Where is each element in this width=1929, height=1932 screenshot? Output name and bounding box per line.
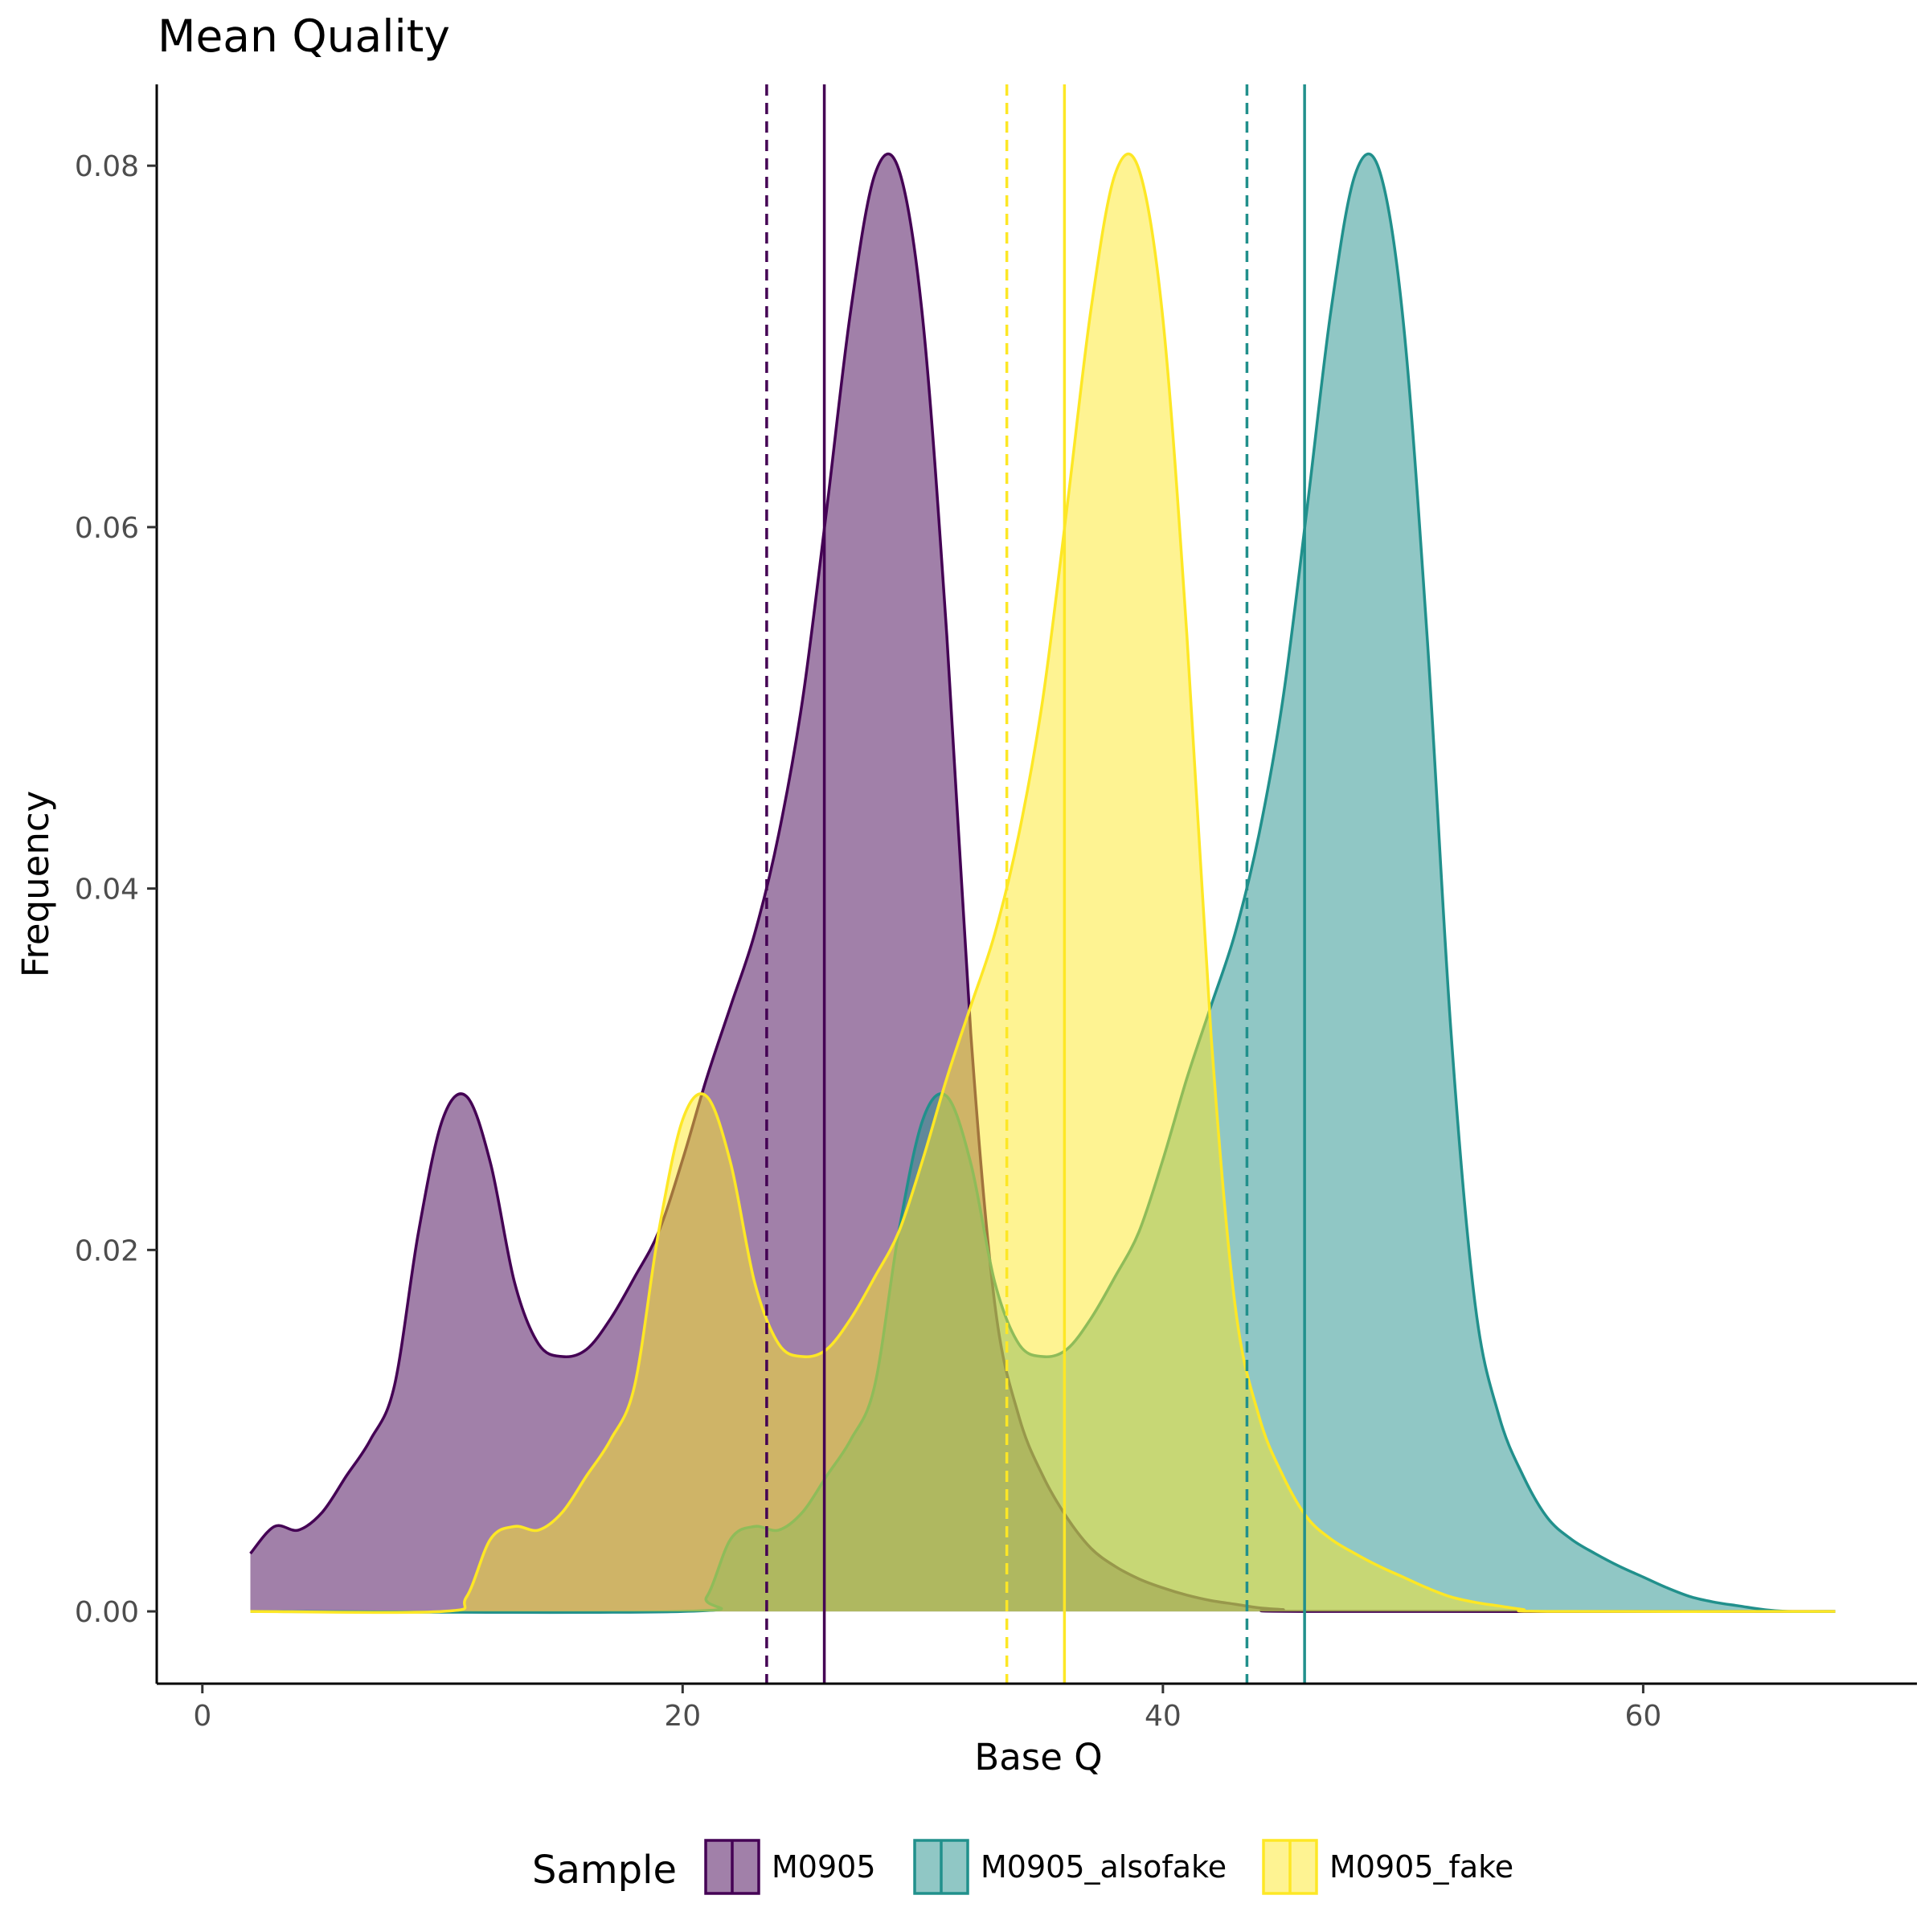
x-tick-label: 40 [1145,1700,1182,1733]
y-tick-label: 0.02 [75,1234,139,1267]
y-tick-label: 0.08 [75,150,139,183]
density-area-M0905_alsofake [250,153,1836,1613]
density-area-M0905_fake [250,153,1836,1613]
y-tick-label: 0.00 [75,1596,139,1629]
density-area-M0905 [250,153,1836,1612]
legend-title: Sample [532,1848,677,1893]
density-line-M0905_fake [250,152,1836,1615]
legend-label-M0905_alsofake: M0905_alsofake [981,1849,1227,1885]
x-tick-label: 0 [193,1700,211,1733]
y-axis-label: Frequency [14,791,57,977]
legend-label-M0905_fake: M0905_fake [1329,1849,1513,1885]
chart-title: Mean Quality [158,10,450,62]
axes: 0 20 40 60 0.00 0.02 0.04 0.06 0.08 [75,84,1917,1733]
x-tick-label: 60 [1624,1700,1661,1733]
plot-area [249,84,1836,1684]
x-axis-label: Base Q [974,1736,1102,1779]
x-tick-label: 20 [664,1700,701,1733]
y-tick-label: 0.06 [75,512,139,545]
legend: Sample M0905 M0905_alsofake M0905_fake [532,1839,1513,1895]
legend-label-M0905: M0905 [772,1849,876,1885]
y-tick-label: 0.04 [75,874,139,907]
